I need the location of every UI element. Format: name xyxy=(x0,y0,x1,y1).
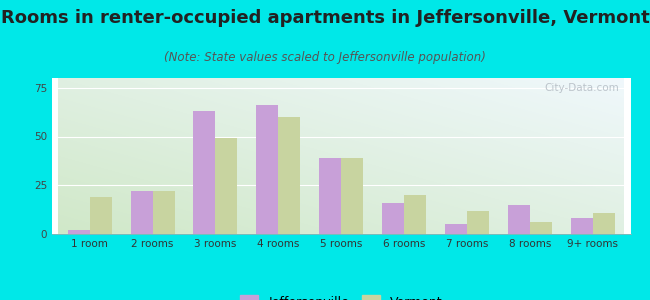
Bar xyxy=(131,191,153,234)
Text: Rooms in renter-occupied apartments in Jeffersonville, Vermont: Rooms in renter-occupied apartments in J… xyxy=(1,9,649,27)
Bar xyxy=(194,111,216,234)
Bar xyxy=(153,191,175,234)
Bar xyxy=(90,197,112,234)
Bar xyxy=(530,222,552,234)
Bar xyxy=(571,218,593,234)
Bar xyxy=(508,205,530,234)
Bar xyxy=(382,203,404,234)
Bar xyxy=(445,224,467,234)
Bar xyxy=(593,212,615,234)
Bar xyxy=(256,105,278,234)
Bar xyxy=(278,117,300,234)
Legend: Jeffersonville, Vermont: Jeffersonville, Vermont xyxy=(235,290,448,300)
Bar xyxy=(341,158,363,234)
Bar xyxy=(68,230,90,234)
Text: City-Data.com: City-Data.com xyxy=(544,83,619,93)
Text: (Note: State values scaled to Jeffersonville population): (Note: State values scaled to Jeffersonv… xyxy=(164,51,486,64)
Bar xyxy=(216,138,237,234)
Bar xyxy=(319,158,341,234)
Bar xyxy=(467,211,489,234)
Bar xyxy=(404,195,426,234)
